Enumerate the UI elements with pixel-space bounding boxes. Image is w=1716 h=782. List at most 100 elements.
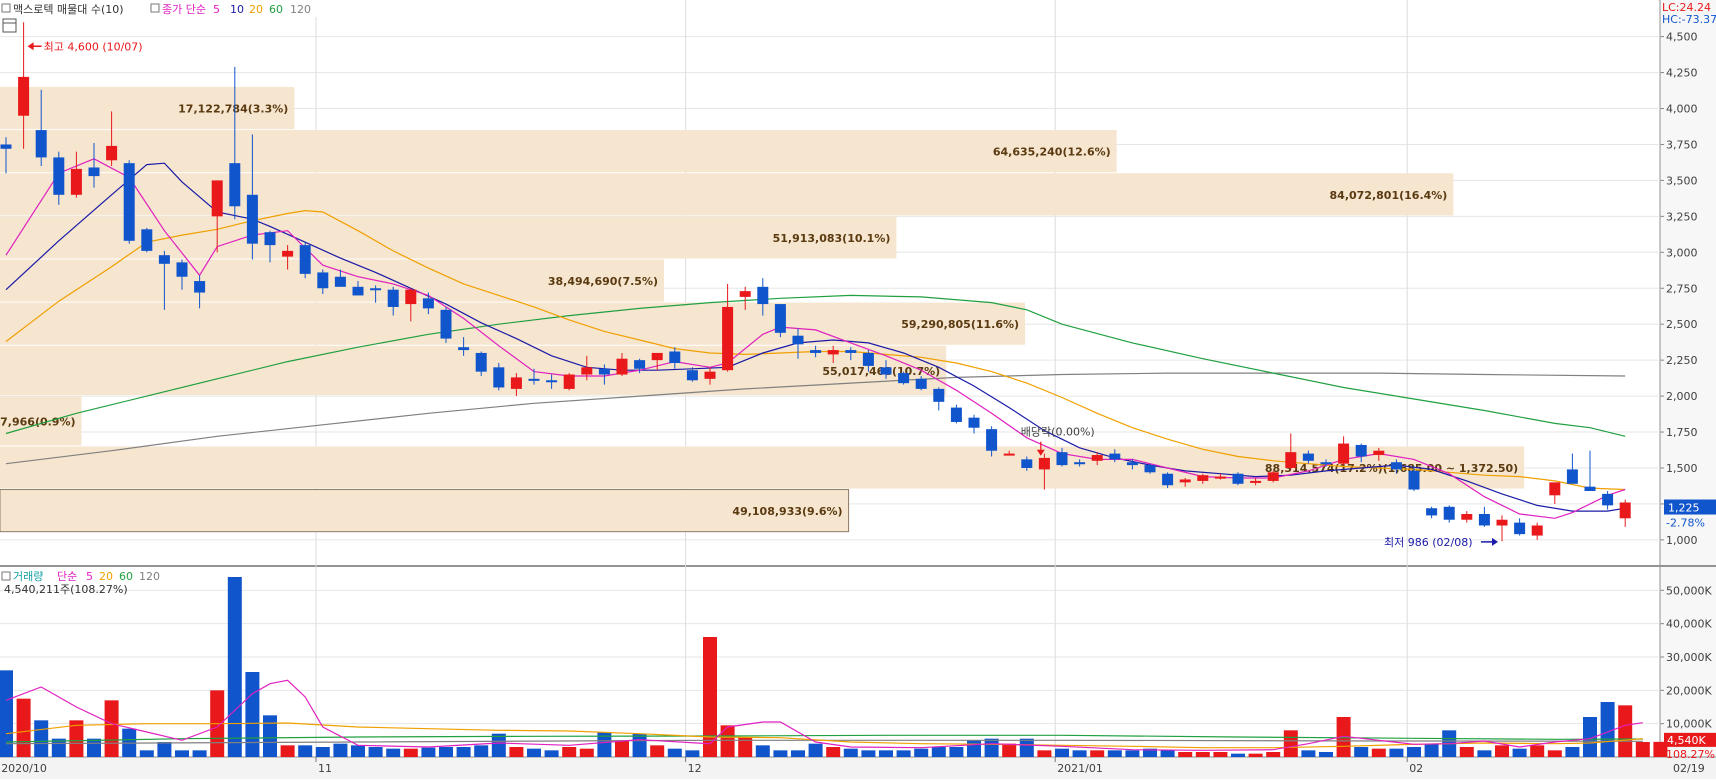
candle-body xyxy=(493,367,505,388)
volume-bar xyxy=(1143,748,1157,757)
price-ma-legend-10: 10 xyxy=(230,3,244,16)
price-tick-label: 3,500 xyxy=(1666,174,1698,187)
volume-bar xyxy=(104,700,119,757)
volume-bar xyxy=(192,750,207,757)
candle-body xyxy=(1426,508,1438,516)
price-panel-title: 맥스로텍 매물대 수(10) xyxy=(13,3,124,16)
volume-bar xyxy=(720,725,735,757)
volume-bar xyxy=(1301,750,1316,757)
dividend-marker-arrowhead xyxy=(1036,449,1045,456)
volume-bar xyxy=(298,745,313,757)
candle-body xyxy=(334,276,346,287)
volume-bar xyxy=(650,745,665,757)
candle-body xyxy=(669,351,681,364)
volume-bar xyxy=(1213,752,1228,757)
volume-bar xyxy=(597,732,612,757)
volume-ma-legend-5: 5 xyxy=(86,570,93,583)
candle-body xyxy=(299,245,311,274)
candle-body xyxy=(1338,443,1350,464)
volume-bar xyxy=(685,750,700,757)
x-axis-panel xyxy=(0,757,1716,779)
candle-body xyxy=(968,417,980,428)
volume-profile-bar xyxy=(0,345,947,396)
candle-body xyxy=(1021,459,1033,468)
candle-body xyxy=(53,157,65,195)
candle-body xyxy=(1514,522,1526,535)
volume-bar xyxy=(315,747,330,757)
current-volume-readout: 4,540,211주(108.27%) xyxy=(4,583,128,596)
volume-bar xyxy=(509,747,524,757)
volume-bar xyxy=(263,715,277,757)
price-tick-label: 3,250 xyxy=(1666,210,1698,223)
volume-bar xyxy=(1424,743,1439,757)
volume-profile-label: 17,122,784(3.3%) xyxy=(178,103,288,116)
price-legend-background xyxy=(0,0,320,17)
price-ma-legend-20: 20 xyxy=(249,3,263,16)
candle-body xyxy=(1302,453,1314,461)
price-ma-legend-label: 종가 단순 xyxy=(162,3,206,16)
candle-body xyxy=(405,289,417,305)
volume-bar xyxy=(1477,750,1492,757)
candle-body xyxy=(862,352,874,366)
volume-bar xyxy=(1495,745,1509,757)
calendar-icon[interactable] xyxy=(2,18,17,33)
volume-bar xyxy=(1336,717,1351,757)
volume-bar xyxy=(1354,747,1369,757)
volume-profile-bar xyxy=(0,446,1525,489)
current-volume-pct: 108.27% xyxy=(1666,748,1715,761)
volume-bar xyxy=(896,750,911,757)
price-tick-label: 4,250 xyxy=(1666,67,1698,80)
candle-body xyxy=(264,232,276,246)
moving-average-line-ma10 xyxy=(5,162,1626,512)
volume-bar xyxy=(879,750,893,757)
volume-bar xyxy=(175,750,189,757)
candle-body xyxy=(827,350,839,355)
volume-bar xyxy=(1072,750,1087,757)
x-tick-label: 2021/01 xyxy=(1057,762,1103,775)
volume-bar xyxy=(227,577,242,757)
current-volume-tag xyxy=(1664,732,1716,747)
volume-bar xyxy=(245,672,260,757)
volume-bar xyxy=(967,740,981,757)
low-annotation: 최저 986 (02/08) xyxy=(1384,536,1473,549)
volume-tick-label: 50,000K xyxy=(1666,584,1712,597)
candle-body xyxy=(458,347,470,351)
price-ma-legend-120: 120 xyxy=(290,3,311,16)
volume-ma-legend-label: 단순 xyxy=(57,570,77,583)
candle-body xyxy=(1602,493,1614,506)
volume-bar xyxy=(1547,750,1562,757)
volume-profile-bar xyxy=(0,130,1117,173)
volume-bar xyxy=(1195,752,1210,757)
candle-body xyxy=(229,163,241,207)
candle-body xyxy=(141,229,153,251)
candle-body xyxy=(123,163,135,241)
volume-bar xyxy=(843,748,858,757)
volume-profile-label: 64,635,240(12.6%) xyxy=(993,146,1111,159)
volume-bar xyxy=(579,748,594,757)
candle-body xyxy=(1531,525,1543,536)
candle-body xyxy=(510,377,522,389)
volume-bar xyxy=(931,747,946,757)
candle-body xyxy=(440,309,452,339)
volume-bar xyxy=(474,745,489,757)
candle-body xyxy=(634,360,646,369)
volume-profile-bar xyxy=(0,173,1454,216)
candle-body xyxy=(1126,462,1138,466)
x-tick-label: 12 xyxy=(688,762,702,775)
volume-bar xyxy=(1178,752,1193,757)
candle-body xyxy=(704,371,716,379)
volume-bar xyxy=(527,748,541,757)
price-tick-label: 1,750 xyxy=(1666,426,1698,439)
volume-bar xyxy=(544,750,559,757)
volume-bar xyxy=(139,750,154,757)
volume-bar xyxy=(1090,750,1105,757)
volume-bar xyxy=(1583,717,1597,757)
x-last-date-label: 02/19 xyxy=(1673,762,1705,775)
volume-profile-label: 51,913,083(10.1%) xyxy=(773,232,891,245)
candle-body xyxy=(880,367,892,375)
candle-body xyxy=(950,407,962,422)
candle-body xyxy=(88,167,100,177)
candle-body xyxy=(176,262,188,277)
